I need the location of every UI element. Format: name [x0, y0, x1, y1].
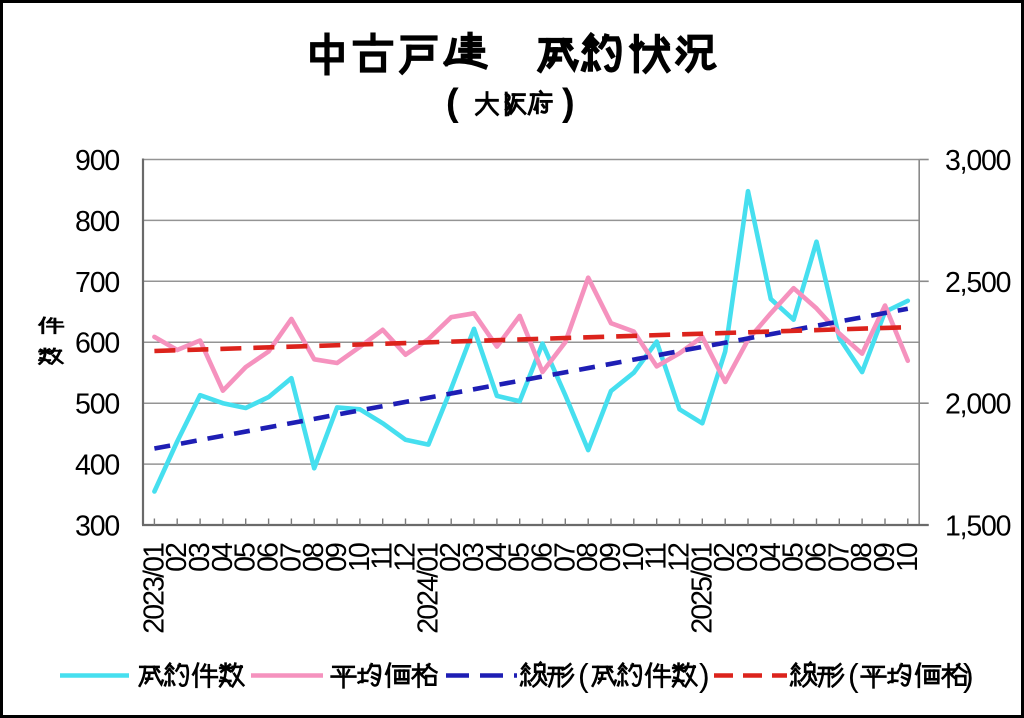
svg-text:09: 09: [869, 543, 901, 572]
svg-text:2025/01: 2025/01: [686, 543, 718, 634]
svg-text:300: 300: [75, 511, 119, 543]
svg-text:02: 02: [709, 543, 741, 572]
svg-text:04: 04: [755, 542, 787, 572]
svg-text:03: 03: [184, 543, 216, 572]
svg-text:): ): [963, 658, 974, 694]
svg-text:900: 900: [75, 145, 119, 177]
svg-text:03: 03: [458, 543, 490, 572]
svg-text:05: 05: [778, 543, 810, 572]
svg-text:11: 11: [367, 543, 399, 570]
svg-text:03: 03: [732, 543, 764, 572]
svg-text:09: 09: [595, 543, 627, 572]
svg-text:07: 07: [549, 543, 581, 572]
svg-text:09: 09: [321, 543, 353, 572]
svg-text:): ): [699, 658, 710, 694]
svg-text:11: 11: [641, 543, 673, 570]
svg-text:2,000: 2,000: [945, 389, 1011, 421]
svg-text:12: 12: [664, 543, 696, 572]
svg-text:07: 07: [275, 543, 307, 572]
svg-text:05: 05: [230, 543, 262, 572]
svg-text:800: 800: [75, 206, 119, 238]
svg-text:10: 10: [618, 543, 650, 572]
svg-text:08: 08: [298, 543, 330, 572]
svg-text:): ): [562, 82, 575, 124]
svg-text:08: 08: [572, 543, 604, 572]
svg-text:400: 400: [75, 450, 119, 482]
svg-text:1,500: 1,500: [945, 511, 1011, 543]
svg-text:08: 08: [846, 543, 878, 572]
svg-text:02: 02: [161, 543, 193, 572]
svg-text:500: 500: [75, 389, 119, 421]
svg-text:05: 05: [504, 543, 536, 572]
svg-text:2023/01: 2023/01: [138, 543, 170, 634]
svg-text:2024/01: 2024/01: [412, 543, 444, 634]
svg-text:10: 10: [344, 543, 376, 572]
svg-text:600: 600: [75, 328, 119, 360]
svg-text:12: 12: [390, 543, 422, 572]
svg-text:(: (: [848, 658, 859, 694]
svg-text:07: 07: [823, 543, 855, 572]
svg-text:04: 04: [481, 542, 513, 572]
svg-text:700: 700: [75, 267, 119, 299]
svg-text:3,000: 3,000: [945, 145, 1011, 177]
svg-text:06: 06: [253, 543, 285, 572]
svg-text:06: 06: [801, 543, 833, 572]
svg-text:06: 06: [527, 543, 559, 572]
svg-text:(: (: [446, 82, 459, 124]
svg-text:02: 02: [435, 543, 467, 572]
svg-text:(: (: [578, 658, 589, 694]
svg-text:2,500: 2,500: [945, 267, 1011, 299]
svg-text:10: 10: [892, 543, 924, 572]
svg-text:04: 04: [207, 542, 239, 572]
